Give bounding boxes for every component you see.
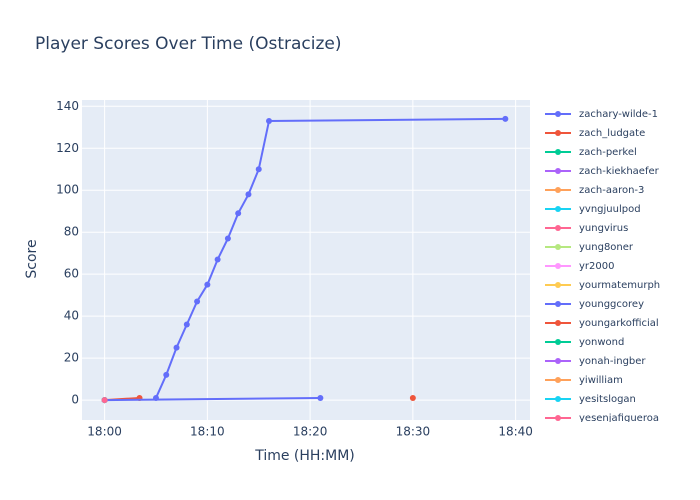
y-axis-title: Score: [24, 239, 40, 278]
legend-label[interactable]: zach-kiekhaefer: [579, 166, 660, 177]
legend-marker: [555, 111, 561, 117]
x-tick-label: 18:20: [293, 425, 328, 439]
data-point: [101, 397, 108, 404]
data-point: [235, 210, 242, 217]
y-tick-label: 140: [56, 99, 79, 113]
plot-area: [82, 100, 530, 420]
legend-marker: [555, 282, 561, 288]
legend-label[interactable]: yvngjuulpod: [579, 204, 641, 215]
data-point: [255, 166, 262, 173]
legend-marker: [555, 149, 561, 155]
legend-label[interactable]: zach-aaron-3: [579, 185, 644, 196]
legend-label[interactable]: zach-perkel: [579, 147, 637, 158]
data-point: [163, 371, 170, 378]
legend-marker: [555, 263, 561, 269]
legend-marker: [555, 225, 561, 231]
data-point: [266, 117, 273, 124]
legend-marker: [555, 396, 561, 402]
legend-marker: [555, 244, 561, 250]
legend: zachary-wilde-1 zach_ludgate zach-perkel za…: [545, 109, 660, 424]
data-point: [502, 115, 509, 122]
y-tick-label: 60: [64, 267, 79, 281]
x-tick-label: 18:30: [396, 425, 431, 439]
y-tick-label: 80: [64, 225, 79, 239]
x-axis-title: Time (HH:MM): [254, 448, 355, 464]
legend-marker: [555, 415, 561, 421]
legend-marker: [555, 206, 561, 212]
legend-label[interactable]: yesenjafigueroa: [579, 413, 659, 424]
y-tick-label: 0: [71, 393, 79, 407]
legend-label[interactable]: younggcorey: [579, 299, 644, 310]
x-tick-label: 18:10: [190, 425, 225, 439]
legend-label[interactable]: zach_ludgate: [579, 128, 645, 139]
data-point: [204, 281, 211, 288]
legend-marker: [555, 168, 561, 174]
legend-marker: [555, 187, 561, 193]
x-tick-label: 18:40: [498, 425, 533, 439]
legend-marker: [555, 301, 561, 307]
data-point: [245, 191, 252, 198]
legend-marker: [555, 130, 561, 136]
y-tick-label: 40: [64, 309, 79, 323]
legend-label[interactable]: yungvirus: [579, 223, 628, 234]
data-point: [183, 321, 190, 328]
data-point: [409, 394, 416, 401]
series-line: [104, 396, 321, 402]
legend-label[interactable]: yr2000: [579, 261, 614, 272]
legend-label[interactable]: yiwilliam: [579, 375, 623, 386]
legend-marker: [555, 339, 561, 345]
x-tick-label: 18:00: [87, 425, 122, 439]
legend-marker: [555, 377, 561, 383]
data-point: [194, 298, 201, 305]
data-point: [224, 235, 231, 242]
legend-label[interactable]: yourmatemurph: [579, 280, 660, 291]
legend-label[interactable]: youngarkofficial: [579, 318, 659, 329]
legend-label[interactable]: zachary-wilde-1: [579, 109, 658, 120]
y-tick-label: 100: [56, 183, 79, 197]
y-tick-label: 120: [56, 141, 79, 155]
y-tick-label: 20: [64, 351, 79, 365]
legend-marker: [555, 358, 561, 364]
legend-label[interactable]: yonah-ingber: [579, 356, 646, 367]
data-point: [317, 394, 324, 401]
legend-label[interactable]: yesitslogan: [579, 394, 636, 405]
chart-title: Player Scores Over Time (Ostracize): [35, 34, 342, 54]
legend-marker: [555, 320, 561, 326]
legend-label[interactable]: yung8oner: [579, 242, 634, 253]
legend-label[interactable]: yonwond: [579, 337, 624, 348]
data-point: [173, 344, 180, 351]
data-point: [214, 256, 221, 263]
